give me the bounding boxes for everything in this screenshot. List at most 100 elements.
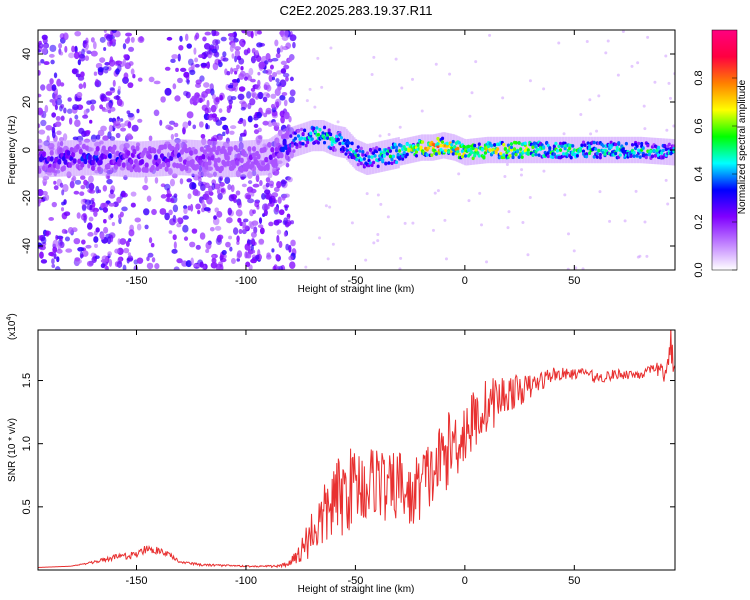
spectral-ridge-mark — [341, 141, 345, 145]
spectral-ridge-halo — [183, 139, 186, 176]
spectral-ridge-mark — [388, 149, 393, 153]
spectral-ridge-mark — [306, 140, 310, 145]
spectral-ridge-mark — [502, 142, 506, 147]
spectral-noise-mark — [316, 56, 320, 60]
spectral-noise-mark — [227, 32, 235, 37]
spectral-ridge-mark — [496, 147, 500, 151]
spectral-ridge-mark — [391, 145, 396, 150]
spectral-ridge-mark — [402, 150, 406, 155]
spectral-ridge-halo — [97, 139, 100, 176]
spectral-noise-mark — [211, 30, 217, 37]
spectral-ridge-mark — [139, 158, 145, 165]
spectral-noise-mark — [63, 107, 67, 114]
spectral-ridge-mark — [298, 144, 302, 149]
spectral-ridge-mark — [293, 136, 298, 141]
spectral-noise-mark — [257, 79, 261, 87]
spectral-noise-mark — [364, 258, 368, 262]
spectral-ridge-mark — [228, 146, 234, 152]
spectral-noise-mark — [56, 130, 62, 136]
spectral-noise-mark — [247, 102, 252, 110]
spectral-noise-mark — [243, 49, 249, 56]
spectral-ridge-mark — [87, 154, 93, 161]
spectral-noise-mark — [128, 46, 135, 52]
colorbar-label: Normalized spectral amplitude — [737, 79, 748, 214]
spectral-noise-mark — [109, 189, 114, 195]
spectral-ridge-mark — [256, 153, 261, 160]
spectral-noise-mark — [60, 82, 65, 87]
spectral-noise-mark — [38, 49, 41, 53]
spectral-ridge-mark — [58, 147, 64, 153]
spectral-noise-mark — [292, 41, 296, 49]
snr-series-line — [38, 330, 675, 569]
spectral-noise-mark — [211, 113, 218, 118]
spectral-ridge-halo — [73, 140, 76, 177]
spectral-ridge-mark — [234, 159, 240, 166]
colorbar-gradient — [712, 30, 737, 270]
spectral-noise-mark — [197, 176, 202, 183]
colorbar-tick-label: 0.6 — [693, 118, 705, 133]
spectral-ridge-mark — [526, 150, 530, 155]
spectral-ridge-mark — [394, 148, 399, 153]
spectral-noise-mark — [109, 136, 116, 142]
spectral-ridge-halo — [468, 138, 471, 166]
spectral-ridge-mark — [38, 168, 42, 174]
spectral-noise-mark — [40, 119, 47, 127]
spectral-noise-mark — [203, 51, 209, 58]
spectral-ridge-mark — [436, 142, 440, 146]
spectral-noise-mark — [222, 51, 227, 58]
y-tick-label: -40 — [21, 238, 33, 254]
spectral-ridge-mark — [514, 152, 518, 157]
spectral-noise-mark — [78, 53, 86, 59]
spectral-noise-mark — [103, 47, 107, 52]
spectral-noise-mark — [247, 115, 253, 123]
spectral-noise-mark — [542, 87, 546, 91]
spectral-ridge-mark — [71, 151, 76, 158]
spectral-ridge-mark — [445, 141, 449, 146]
spectral-ridge-mark — [178, 156, 183, 163]
spectral-ridge-mark — [401, 157, 405, 161]
spectral-noise-mark — [53, 180, 57, 185]
spectral-noise-mark — [240, 66, 244, 71]
spectral-noise-mark — [271, 76, 276, 81]
spectral-noise-mark — [113, 95, 121, 100]
spectral-noise-mark — [203, 82, 210, 88]
spectral-noise-mark — [665, 128, 669, 132]
spectral-ridge-mark — [482, 155, 486, 159]
spectral-ridge-mark — [338, 141, 342, 146]
spectral-noise-mark — [169, 218, 176, 226]
spectral-ridge-mark — [509, 145, 514, 150]
spectral-noise-mark — [265, 182, 270, 188]
spectral-ridge-mark — [473, 153, 477, 158]
spectral-ridge-mark — [404, 147, 408, 152]
spectral-noise-mark — [185, 79, 191, 83]
spectral-noise-mark — [275, 53, 281, 59]
spectral-ridge-mark — [376, 164, 380, 169]
spectral-ridge-mark — [112, 144, 117, 151]
spectral-noise-mark — [78, 83, 84, 90]
spectral-ridge-halo — [192, 139, 195, 176]
spectral-ridge-mark — [202, 149, 208, 155]
spectral-noise-mark — [606, 39, 610, 43]
spectral-ridge-halo — [229, 141, 232, 178]
spectral-noise-mark — [86, 260, 94, 267]
spectral-noise-mark — [100, 258, 108, 263]
spectral-ridge-mark — [49, 156, 54, 162]
spectral-noise-mark — [250, 78, 256, 83]
spectral-noise-mark — [130, 36, 135, 43]
spectral-ridge-mark — [367, 155, 371, 159]
spectral-ridge-halo — [569, 136, 572, 164]
spectral-ridge-halo — [252, 140, 255, 177]
spectral-ridge-mark — [309, 131, 313, 136]
spectral-noise-mark — [55, 121, 62, 127]
spectral-noise-mark — [526, 253, 530, 257]
x-tick-label: -100 — [235, 575, 257, 587]
spectral-noise-mark — [278, 31, 285, 36]
spectral-noise-mark — [365, 192, 369, 196]
spectral-ridge-mark — [104, 149, 110, 156]
spectral-noise-mark — [108, 117, 113, 122]
spectral-noise-mark — [372, 55, 376, 59]
spectral-ridge-halo — [627, 136, 630, 164]
spectral-noise-mark — [274, 39, 279, 47]
spectral-noise-mark — [130, 191, 137, 197]
spectral-noise-mark — [350, 221, 354, 225]
